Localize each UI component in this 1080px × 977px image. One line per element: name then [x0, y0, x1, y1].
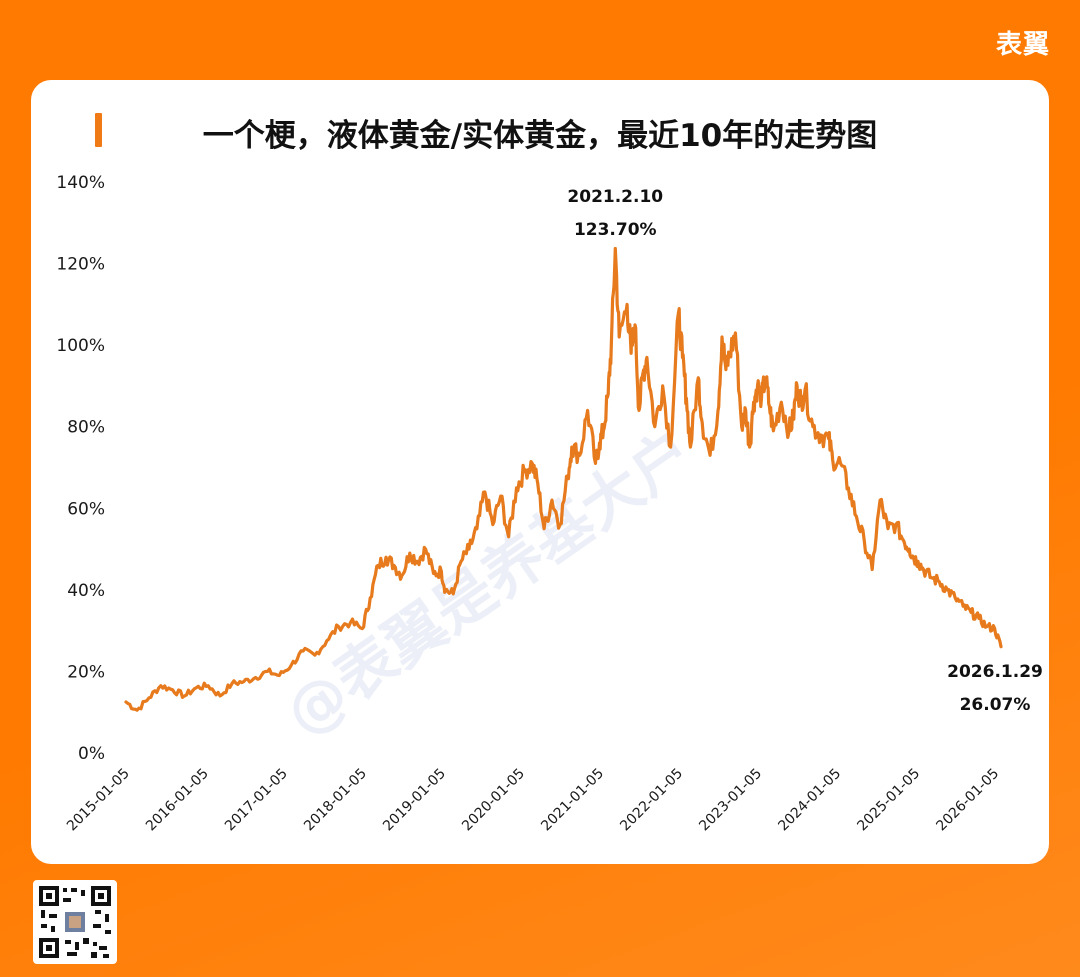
- title-accent-bar: [95, 113, 102, 147]
- x-tick-label: 2023-01-05: [696, 766, 765, 835]
- x-tick-label: 2025-01-05: [854, 766, 923, 835]
- y-tick-label: 100%: [56, 336, 105, 356]
- x-tick-label: 2021-01-05: [538, 766, 607, 835]
- x-tick-label: 2022-01-05: [617, 766, 686, 835]
- x-tick-label: 2015-01-05: [64, 766, 133, 835]
- chart-card: 一个梗，液体黄金/实体黄金，最近10年的走势图 @表翼是养基大户 0% 20% 40…: [31, 80, 1049, 864]
- last-date-label: 2026.1.29: [947, 662, 1043, 682]
- peak-value-label: 123.70%: [574, 220, 657, 240]
- chart-title: 一个梗，液体黄金/实体黄金，最近10年的走势图: [202, 118, 878, 154]
- y-tick-label: 40%: [67, 581, 105, 601]
- line-chart: @表翼是养基大户 0% 20% 40% 60% 80% 100% 120% 140% 2015-…: [56, 173, 1043, 835]
- y-tick-label: 0%: [78, 744, 105, 764]
- x-tick-label: 2024-01-05: [775, 766, 844, 835]
- x-tick-label: 2017-01-05: [222, 766, 291, 835]
- y-tick-label: 120%: [56, 255, 105, 275]
- y-tick-label: 80%: [67, 418, 105, 438]
- qr-code[interactable]: [33, 880, 117, 964]
- peak-date-label: 2021.2.10: [567, 187, 663, 207]
- x-tick-label: 2016-01-05: [143, 766, 212, 835]
- x-tick-label: 2026-01-05: [933, 766, 1002, 835]
- x-tick-label: 2019-01-05: [380, 766, 449, 835]
- qr-code-icon: [37, 884, 113, 960]
- y-tick-label: 140%: [56, 173, 105, 193]
- y-tick-label: 20%: [67, 662, 105, 682]
- last-value-label: 26.07%: [960, 695, 1031, 715]
- x-tick-label: 2020-01-05: [459, 766, 528, 835]
- brand-logo: 表翼: [995, 30, 1050, 60]
- series-line: [124, 246, 1003, 712]
- watermark: @表翼是养基大户: [273, 417, 706, 750]
- y-tick-label: 60%: [67, 499, 105, 519]
- x-tick-label: 2018-01-05: [301, 766, 370, 835]
